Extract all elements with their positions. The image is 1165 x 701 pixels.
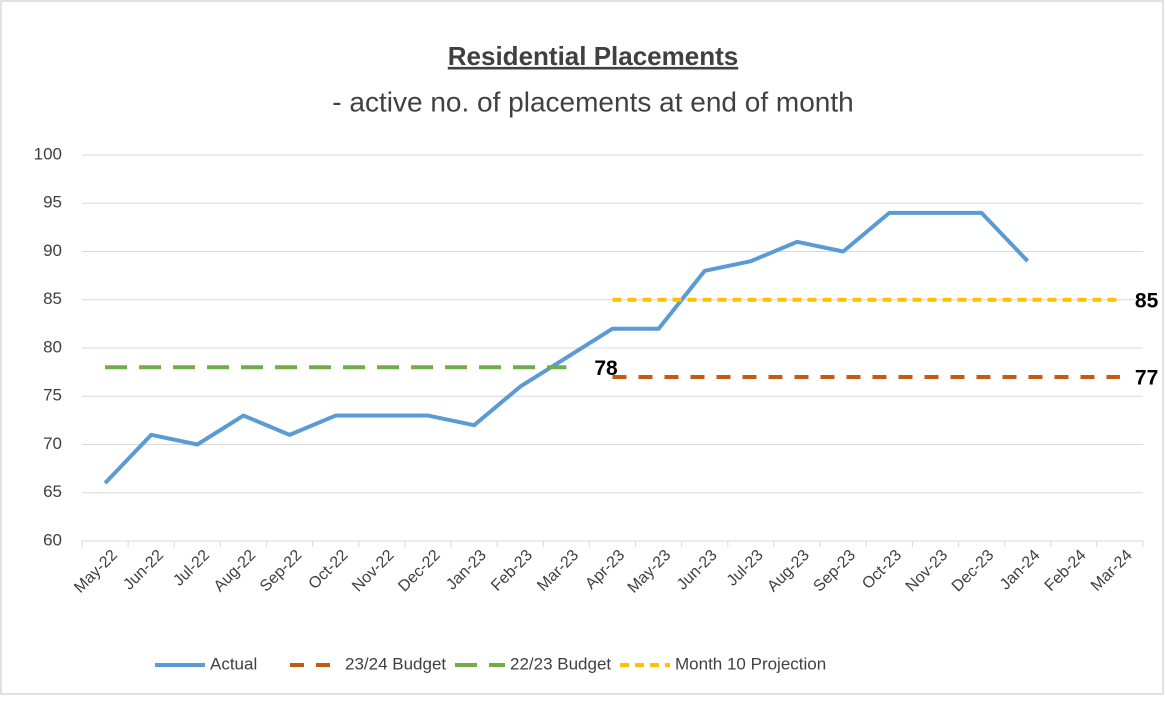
data-label: 77	[1135, 366, 1158, 389]
chart-subtitle: - active no. of placements at end of mon…	[332, 86, 853, 117]
legend-label: Actual	[210, 654, 257, 673]
y-tick-label: 100	[34, 144, 62, 163]
y-tick-label: 65	[43, 482, 62, 501]
data-label: 85	[1135, 289, 1159, 312]
legend-label: 22/23 Budget	[510, 654, 611, 673]
legend-label: Month 10 Projection	[675, 654, 826, 673]
data-label: 78	[594, 357, 618, 380]
y-tick-label: 80	[43, 337, 62, 356]
chart-title: Residential Placements	[448, 41, 738, 71]
y-tick-label: 70	[43, 434, 62, 453]
legend-label: 23/24 Budget	[345, 654, 446, 673]
y-tick-label: 85	[43, 289, 62, 308]
y-tick-label: 60	[43, 530, 62, 549]
series-line	[103, 210, 1030, 485]
y-tick-label: 90	[43, 241, 62, 260]
y-tick-label: 75	[43, 386, 62, 405]
y-tick-label: 95	[43, 193, 62, 212]
